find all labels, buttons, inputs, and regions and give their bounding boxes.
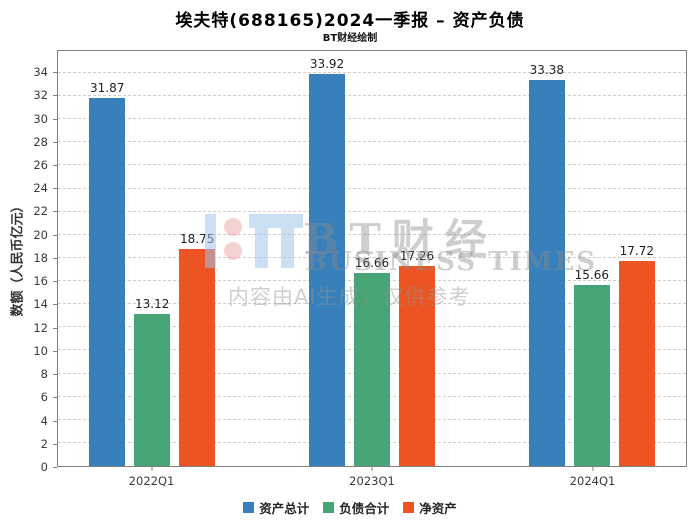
gridline (58, 118, 686, 120)
y-tick-label: 34 (33, 65, 48, 80)
bar-净资产-2022Q1: 18.75 (179, 232, 216, 466)
legend-label: 负债合计 (339, 501, 390, 516)
bar-group-2024Q1: 33.38 15.66 17.72 (528, 51, 655, 466)
y-tick-mark (53, 397, 57, 399)
y-tick-label: 32 (33, 88, 48, 103)
y-tick-mark (53, 350, 57, 352)
y-tick-mark (53, 141, 57, 143)
x-tick-label: 2022Q1 (128, 474, 175, 488)
legend-item-资产总计: 资产总计 (243, 498, 309, 517)
y-tick-label: 4 (40, 413, 48, 428)
bar-group-2022Q1: 31.87 13.12 18.75 (89, 51, 216, 466)
y-tick-label: 20 (33, 227, 48, 242)
y-tick-label: 28 (33, 134, 48, 149)
bar-负债合计-2023Q1: 16.66 (354, 256, 390, 466)
y-tick-mark (53, 304, 57, 306)
chart-subtitle: BT财经绘制 (322, 33, 378, 44)
y-tick-label: 6 (40, 390, 48, 405)
gridline (58, 187, 686, 189)
y-tick-mark (53, 211, 57, 213)
bar-净资产-2024Q1: 17.72 (618, 244, 655, 466)
y-tick-mark (53, 164, 57, 166)
gridline (58, 256, 686, 258)
y-tick-mark (53, 420, 57, 422)
legend-swatch-icon (243, 502, 255, 513)
bar-value-label: 16.66 (354, 256, 390, 271)
y-tick-label: 2 (40, 436, 48, 451)
bar-value-label: 15.66 (574, 267, 609, 282)
legend-item-负债合计: 负债合计 (323, 498, 389, 517)
bar-value-label: 17.26 (399, 249, 435, 264)
gridline (58, 71, 686, 73)
gridline (58, 233, 686, 235)
bar-value-label: 17.72 (619, 244, 654, 259)
gridline (58, 95, 686, 97)
x-tick-label: 2024Q1 (569, 474, 616, 488)
y-tick-mark (53, 95, 57, 97)
gridline (58, 210, 686, 212)
legend-item-净资产: 净资产 (403, 498, 457, 517)
y-tick-label: 26 (33, 157, 48, 172)
y-tick-label: 16 (33, 274, 48, 289)
y-tick-label: 10 (33, 343, 48, 358)
legend-label: 资产总计 (259, 501, 310, 516)
y-tick-mark (53, 281, 57, 283)
y-tick-mark (53, 467, 57, 468)
bar-value-label: 33.38 (529, 63, 564, 78)
gridline (58, 141, 686, 143)
y-tick-mark (53, 234, 57, 236)
plot-area: 31.87 13.12 18.75 33.92 16.66 17.26 33.38 15.66… (57, 50, 687, 467)
y-tick-mark (53, 327, 57, 329)
legend-swatch-icon (403, 502, 415, 513)
y-tick-mark (53, 374, 57, 376)
bar-净资产-2023Q1: 17.26 (399, 249, 435, 466)
x-tick-mark (371, 467, 373, 471)
bar-value-label: 33.92 (309, 56, 345, 71)
gridline (58, 164, 686, 166)
x-tick-label: 2023Q1 (349, 474, 395, 488)
bar-资产总计-2024Q1: 33.38 (528, 63, 565, 466)
legend: 资产总计 负债合计 净资产 (0, 498, 700, 517)
bar-负债合计-2024Q1: 15.66 (573, 268, 610, 466)
y-tick-label: 12 (33, 320, 48, 335)
y-tick-label: 8 (40, 367, 48, 382)
legend-swatch-icon (323, 502, 335, 513)
y-tick-label: 14 (33, 297, 48, 312)
bar-资产总计-2022Q1: 31.87 (89, 81, 126, 466)
bar-group-2023Q1: 33.92 16.66 17.26 (309, 51, 435, 466)
y-tick-mark (53, 72, 57, 74)
y-tick-mark (53, 443, 57, 445)
bar-value-label: 18.75 (180, 232, 215, 247)
y-tick-label: 0 (40, 460, 48, 474)
bar-value-label: 13.12 (135, 297, 170, 312)
x-tick-mark (151, 467, 152, 471)
y-tick-label: 18 (33, 250, 48, 265)
legend-label: 净资产 (419, 501, 457, 516)
y-tick-mark (53, 188, 57, 190)
y-tick-label: 30 (33, 111, 48, 126)
x-tick-mark (592, 467, 593, 471)
bar-负债合计-2022Q1: 13.12 (134, 297, 171, 466)
bar-资产总计-2023Q1: 33.92 (309, 57, 345, 466)
y-tick-mark (53, 257, 57, 259)
y-tick-label: 24 (33, 181, 48, 196)
y-tick-label: 22 (33, 204, 48, 219)
y-tick-mark (53, 118, 57, 120)
bar-value-label: 31.87 (90, 80, 125, 95)
chart-title: 埃夫特(688165)2024一季报 – 资产负债 (175, 11, 525, 31)
